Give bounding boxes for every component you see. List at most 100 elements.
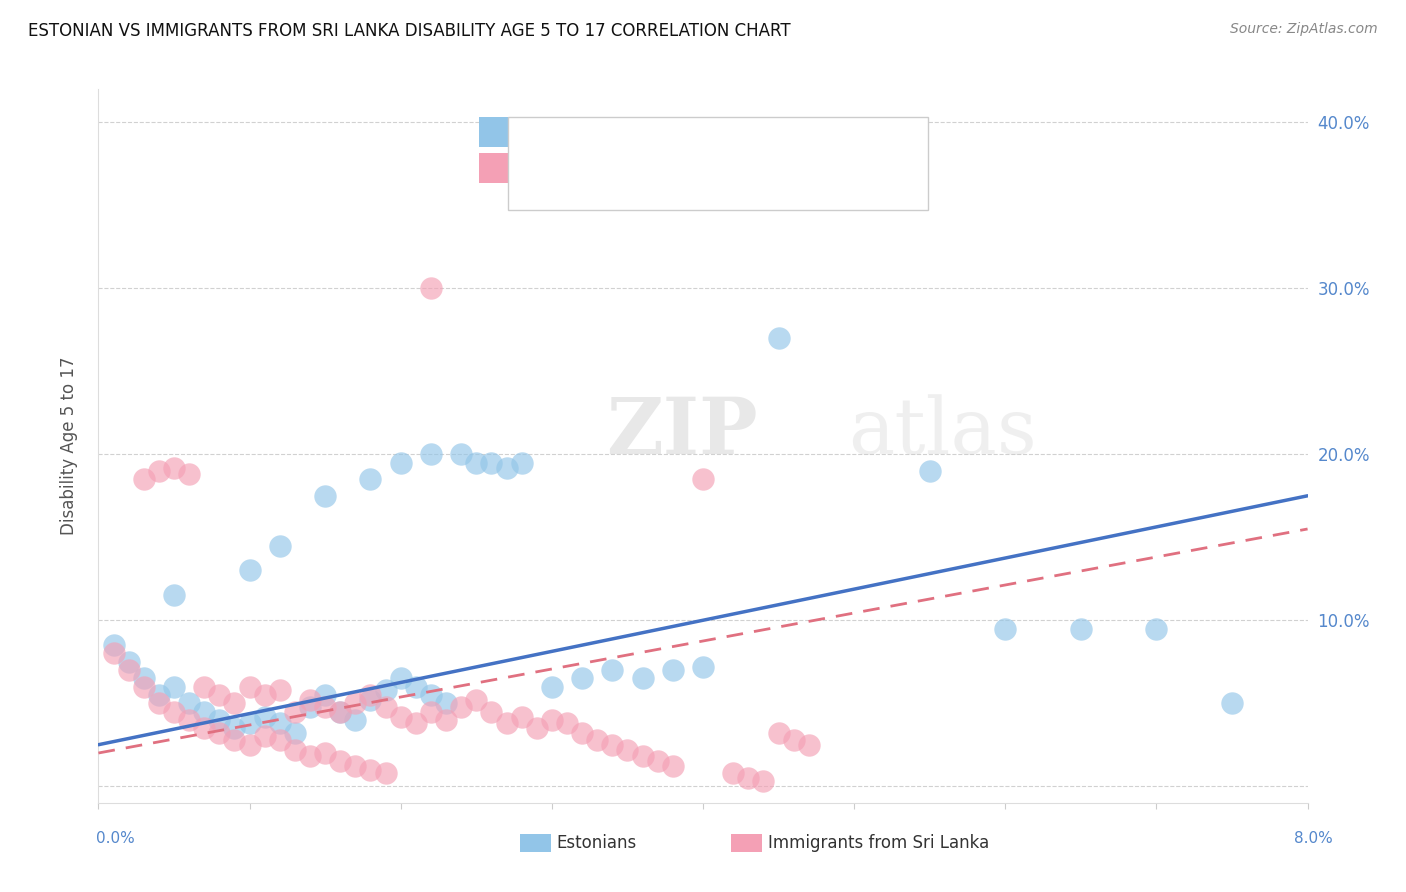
Point (163, 588, 186, 602)
Point (299, 749, 322, 764)
Point (420, 688, 443, 702)
Point (284, 742, 307, 756)
Point (132, 671, 155, 685)
Point (360, 688, 382, 702)
Point (208, 688, 231, 702)
Point (434, 696, 457, 710)
Point (103, 647, 125, 661)
Point (269, 732, 291, 747)
Point (465, 693, 488, 707)
Point (631, 671, 654, 685)
Point (994, 622, 1017, 636)
Point (465, 456, 488, 470)
Point (148, 688, 170, 702)
Point (420, 447, 443, 461)
Point (118, 663, 141, 677)
Point (1146, 622, 1168, 636)
Point (239, 738, 262, 752)
Point (360, 693, 382, 707)
Point (299, 699, 322, 714)
Point (374, 682, 396, 697)
Text: 0.0%: 0.0% (96, 831, 135, 846)
Point (737, 771, 759, 785)
Point (132, 472, 155, 486)
Point (616, 742, 638, 756)
Point (797, 738, 820, 752)
Text: N =: N = (685, 123, 725, 141)
Point (389, 709, 412, 723)
Point (163, 680, 186, 694)
Point (420, 705, 443, 719)
Point (768, 726, 790, 740)
Point (692, 472, 714, 486)
Text: ESTONIAN VS IMMIGRANTS FROM SRI LANKA DISABILITY AGE 5 TO 17 CORRELATION CHART: ESTONIAN VS IMMIGRANTS FROM SRI LANKA DI… (28, 22, 790, 40)
Point (344, 713, 367, 727)
Point (1220, 696, 1243, 710)
Point (768, 331, 790, 345)
Point (208, 726, 231, 740)
Point (360, 763, 382, 777)
Text: N =: N = (685, 159, 725, 177)
Point (329, 754, 352, 768)
Point (208, 713, 231, 727)
Point (434, 713, 457, 727)
Point (193, 680, 215, 694)
Text: 0.371: 0.371 (600, 123, 657, 141)
Point (374, 699, 396, 714)
Point (118, 655, 141, 669)
Point (344, 759, 367, 773)
Point (495, 716, 517, 731)
Point (586, 732, 609, 747)
Point (510, 456, 533, 470)
Point (481, 705, 503, 719)
Point (631, 749, 654, 764)
Point (661, 663, 683, 677)
Point (450, 699, 472, 714)
Point (692, 659, 714, 673)
Point (360, 472, 382, 486)
Text: R =: R = (546, 159, 585, 177)
Point (224, 732, 246, 747)
Point (269, 682, 291, 697)
Point (752, 774, 775, 789)
Point (420, 281, 443, 295)
Point (405, 716, 427, 731)
Point (299, 693, 322, 707)
Point (661, 759, 683, 773)
Point (1070, 622, 1092, 636)
FancyBboxPatch shape (479, 153, 527, 183)
Point (540, 713, 562, 727)
Point (224, 721, 246, 735)
Point (571, 671, 593, 685)
Point (602, 663, 624, 677)
Point (179, 713, 201, 727)
Point (179, 696, 201, 710)
Point (329, 705, 352, 719)
Point (253, 709, 276, 723)
Point (329, 705, 352, 719)
Point (918, 464, 941, 478)
Point (647, 754, 669, 768)
Point (148, 696, 170, 710)
Text: 0.259: 0.259 (600, 159, 657, 177)
Point (163, 460, 186, 475)
FancyBboxPatch shape (479, 117, 527, 147)
Point (540, 680, 562, 694)
Point (526, 721, 548, 735)
Point (284, 705, 307, 719)
Point (314, 688, 336, 702)
Point (571, 726, 593, 740)
Point (723, 766, 745, 780)
Text: 47: 47 (742, 123, 766, 141)
Text: Estonians: Estonians (557, 834, 637, 852)
Text: R =: R = (546, 123, 585, 141)
Point (450, 447, 472, 461)
Point (148, 464, 170, 478)
Point (602, 738, 624, 752)
Point (481, 456, 503, 470)
Text: 63: 63 (742, 159, 766, 177)
Point (314, 489, 336, 503)
Point (239, 680, 262, 694)
Point (555, 716, 578, 731)
Point (132, 680, 155, 694)
